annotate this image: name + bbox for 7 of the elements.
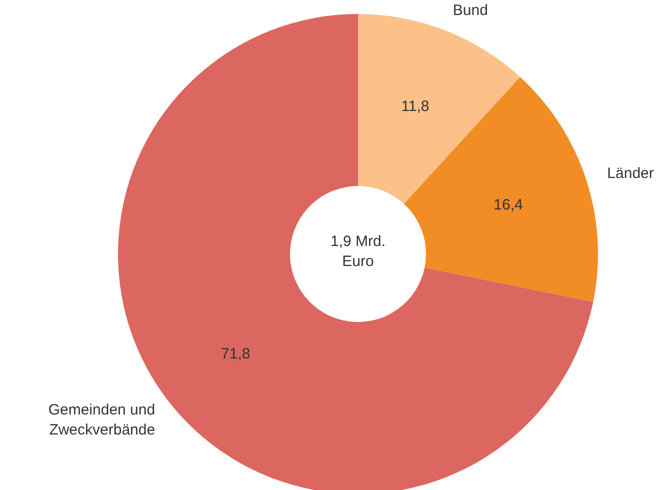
slice-label: Bund	[452, 1, 488, 18]
data-label: 16,4	[494, 196, 523, 214]
slice-label: Gemeinden und Zweckverbände	[48, 401, 156, 438]
data-label: 11,8	[401, 98, 430, 116]
text: 1,9 Mrd. Euro	[329, 232, 387, 272]
data-label: 71,8	[221, 345, 250, 362]
slice-label: Länder	[607, 164, 654, 182]
